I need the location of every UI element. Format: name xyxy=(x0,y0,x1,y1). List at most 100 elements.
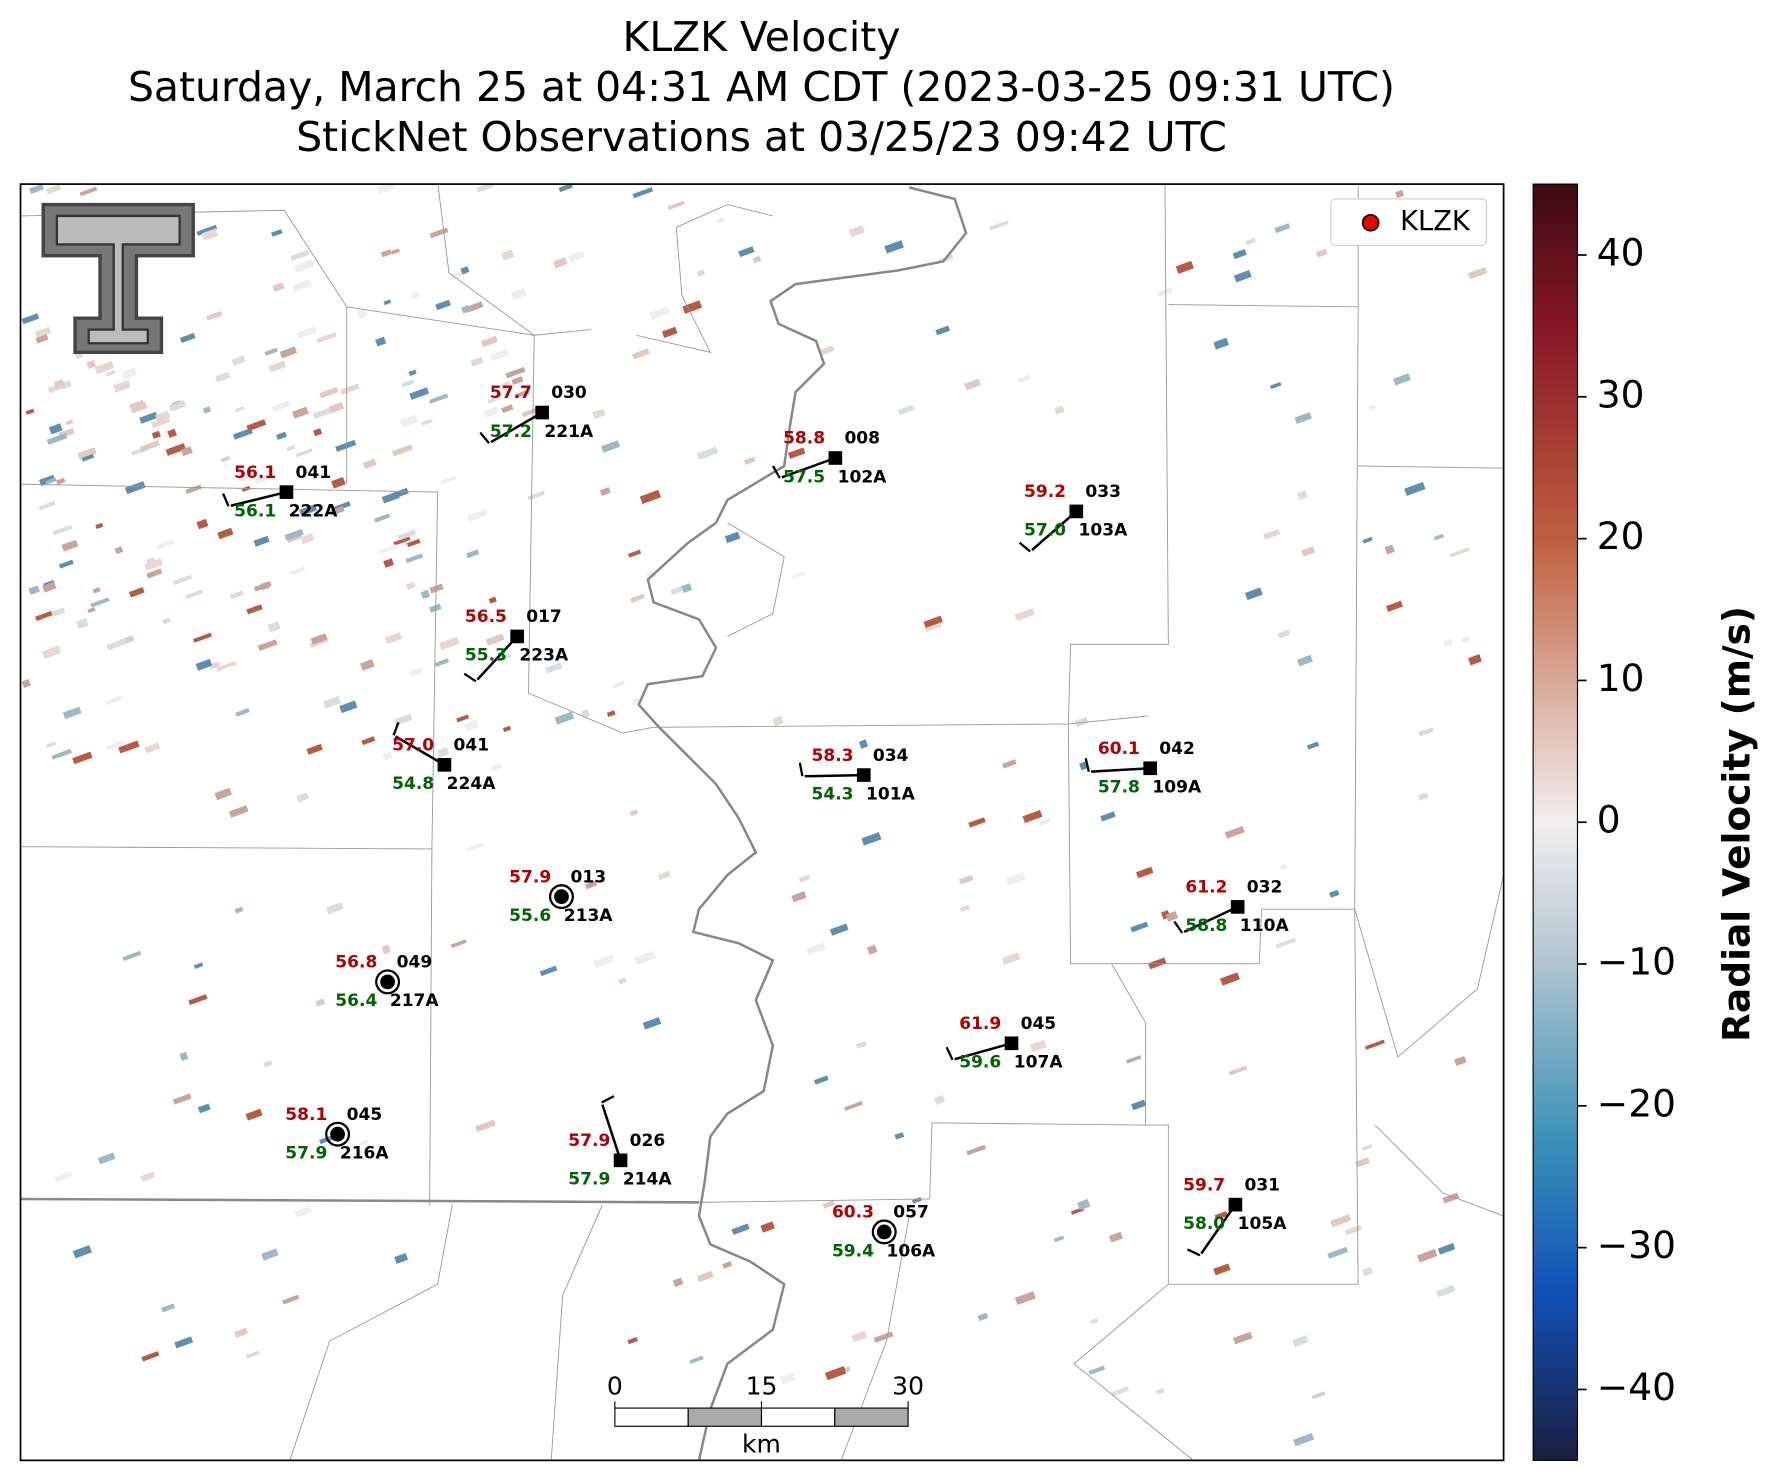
echo xyxy=(1110,1386,1129,1397)
echo xyxy=(328,402,345,414)
legend-box xyxy=(1330,198,1488,247)
echo xyxy=(114,546,124,555)
temperature: 60.1 xyxy=(1098,739,1140,759)
echo xyxy=(77,447,97,460)
station-marker xyxy=(828,451,843,465)
colorbar-tick-label: −30 xyxy=(1597,1223,1676,1267)
echo xyxy=(592,408,606,420)
echo xyxy=(456,714,470,723)
echo xyxy=(1165,911,1179,922)
echo xyxy=(1213,1263,1231,1276)
echo xyxy=(185,589,204,600)
scale-unit: km xyxy=(742,1430,781,1459)
echo xyxy=(1269,381,1282,390)
echo xyxy=(420,589,431,599)
echo xyxy=(28,184,44,195)
echo xyxy=(139,440,160,452)
echo xyxy=(185,484,202,495)
echo xyxy=(1279,863,1288,871)
echo xyxy=(51,607,66,618)
echo xyxy=(634,950,656,965)
dewpoint: 57.5 xyxy=(783,467,825,487)
echo xyxy=(1461,636,1471,644)
echo xyxy=(284,528,304,541)
echo xyxy=(246,604,263,615)
echo xyxy=(1442,1192,1460,1204)
legend: KLZK xyxy=(1330,198,1488,247)
wind-barb xyxy=(804,773,864,778)
echo xyxy=(639,489,661,504)
echo xyxy=(45,477,57,485)
station-id: 222A xyxy=(289,501,339,521)
echo xyxy=(429,393,449,404)
echo xyxy=(787,447,806,459)
echo xyxy=(649,306,671,320)
temperature: 56.1 xyxy=(234,463,276,483)
echo xyxy=(743,456,756,465)
station: 57.9 026 57.9 214A xyxy=(568,1095,672,1190)
station-value: 026 xyxy=(630,1131,666,1151)
echo xyxy=(568,250,585,263)
echo xyxy=(245,1350,260,1359)
echo xyxy=(760,1221,775,1233)
station-marker xyxy=(510,629,524,644)
echo xyxy=(1449,547,1470,558)
echo xyxy=(822,1200,836,1209)
echo xyxy=(1311,1391,1326,1400)
echo xyxy=(466,509,488,522)
echo xyxy=(168,400,187,412)
barb-flag xyxy=(1018,541,1031,553)
dewpoint: 59.6 xyxy=(959,1053,1001,1073)
echo xyxy=(925,622,942,633)
echo xyxy=(234,1327,248,1338)
echo xyxy=(261,1248,279,1261)
echo xyxy=(253,535,270,547)
echo xyxy=(79,186,98,197)
echo xyxy=(554,711,575,725)
legend-label: KLZK xyxy=(1400,206,1471,237)
echo xyxy=(465,301,484,313)
echo xyxy=(292,279,312,292)
echo xyxy=(672,1277,684,1287)
barb-flag xyxy=(945,1046,954,1061)
echo xyxy=(408,667,423,677)
echo xyxy=(296,792,309,803)
wind-barb xyxy=(230,490,287,507)
station-marker xyxy=(1069,504,1084,519)
barb-flag xyxy=(392,721,400,736)
echo xyxy=(140,1171,156,1182)
echo xyxy=(72,1245,92,1259)
temperature: 61.9 xyxy=(959,1014,1001,1034)
station: 61.9 045 59.6 107A xyxy=(945,1014,1063,1073)
state-line xyxy=(20,1197,699,1204)
echo xyxy=(855,1040,867,1049)
echo xyxy=(630,593,646,603)
echo xyxy=(21,313,40,325)
echo xyxy=(394,1252,409,1264)
station-id: 105A xyxy=(1238,1214,1288,1234)
echo xyxy=(393,536,411,546)
station: 56.5 017 55.3 223A xyxy=(463,607,569,683)
echo xyxy=(122,950,142,961)
temperature: 58.3 xyxy=(811,746,853,766)
echo xyxy=(779,1372,796,1385)
station-marker xyxy=(876,1224,892,1240)
echo xyxy=(1395,189,1405,199)
station-value: 017 xyxy=(526,607,562,627)
echo xyxy=(1213,337,1229,350)
station-value: 032 xyxy=(1247,878,1283,898)
temperature: 61.2 xyxy=(1185,878,1227,898)
echo xyxy=(470,356,484,367)
station: 57.9 013 55.6 213A xyxy=(509,867,613,926)
temperature: 59.2 xyxy=(1024,482,1066,502)
station-marker xyxy=(554,889,569,905)
echo xyxy=(276,431,287,440)
echo xyxy=(374,513,391,523)
station: 57.0 041 54.8 224A xyxy=(392,721,496,794)
echo xyxy=(629,809,639,817)
wind-barb xyxy=(394,735,446,766)
echo xyxy=(315,998,326,1007)
dewpoint: 56.4 xyxy=(335,991,377,1011)
echo xyxy=(130,401,148,414)
echo xyxy=(1467,266,1488,280)
